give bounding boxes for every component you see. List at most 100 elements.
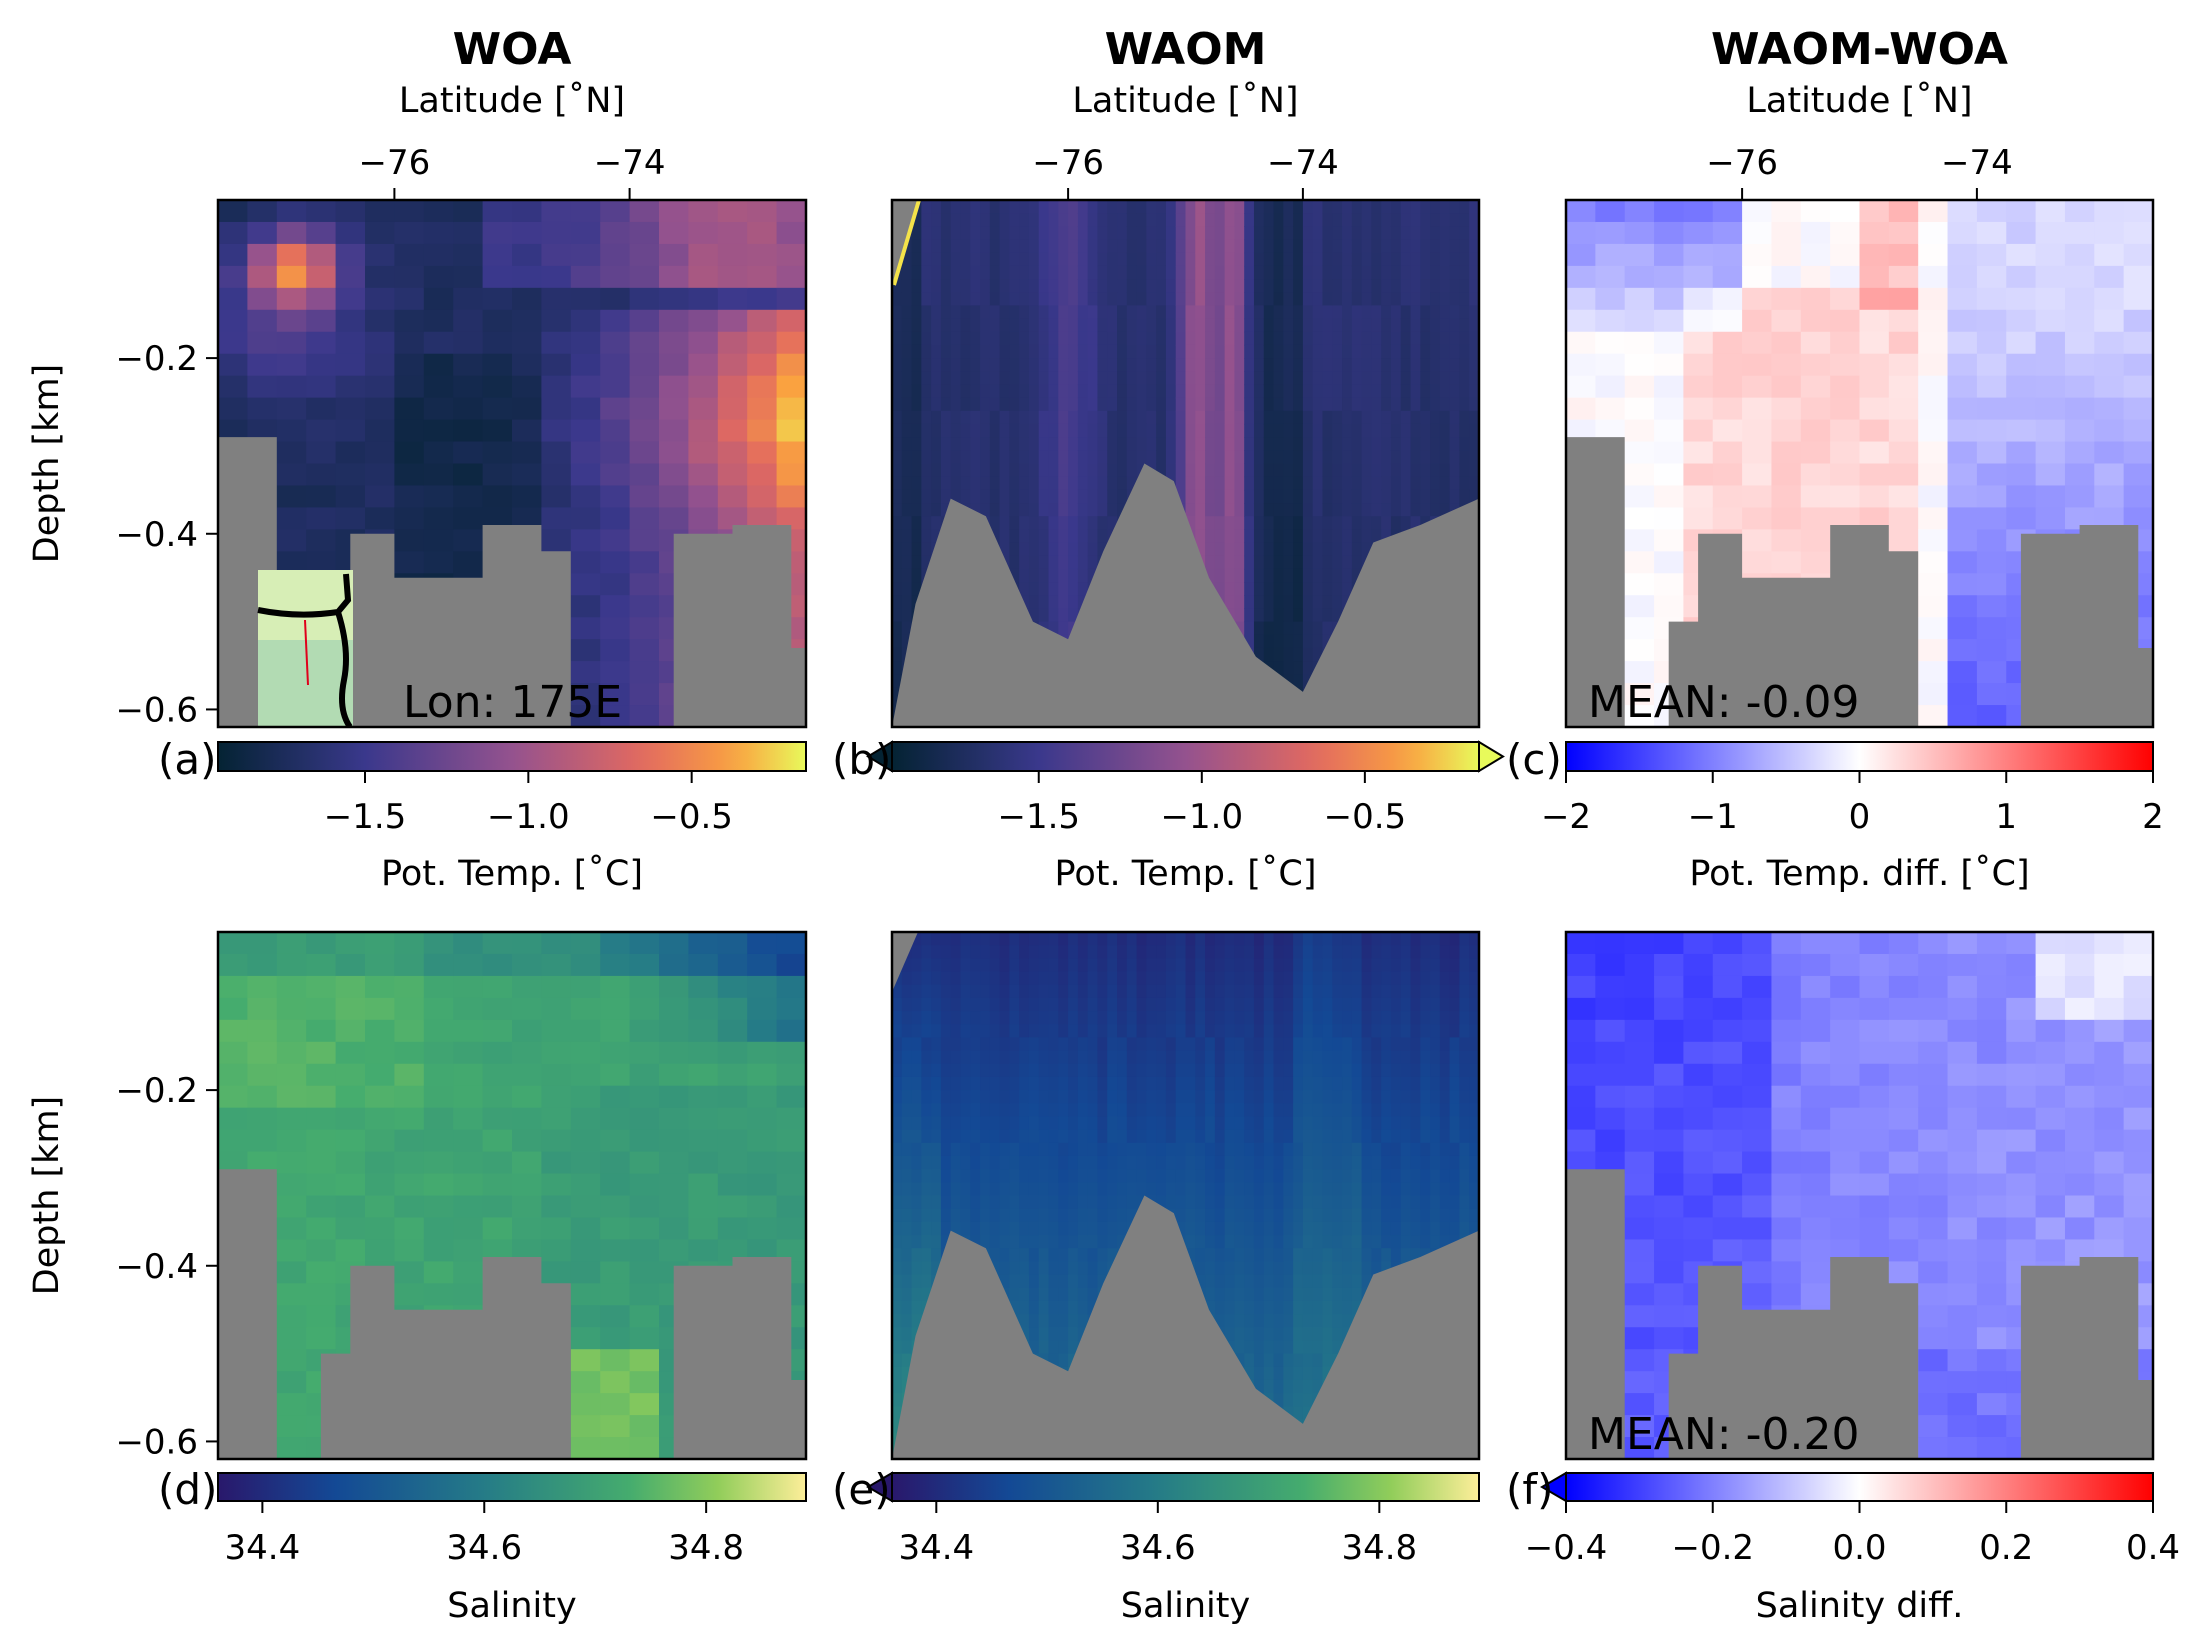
heatmap-cell [541, 1064, 571, 1087]
heatmap-cell [1195, 464, 1205, 478]
heatmap-cell [941, 200, 951, 214]
heatmap-cell [1176, 464, 1186, 478]
heatmap-cell [1352, 529, 1362, 543]
heatmap-cell [1205, 450, 1215, 464]
heatmap-cell [1948, 705, 1978, 728]
heatmap-cell [453, 932, 483, 955]
heatmap-cell [1127, 240, 1137, 254]
heatmap-cell [659, 222, 689, 245]
heatmap-cell [1713, 354, 1743, 377]
heatmap-cell [1117, 1156, 1127, 1170]
heatmap-cell [1225, 279, 1235, 293]
heatmap-cell [1459, 411, 1469, 425]
heatmap-cell [336, 976, 366, 999]
heatmap-cell [336, 1196, 366, 1219]
heatmap-cell [1430, 345, 1440, 359]
heatmap-cell [990, 200, 1000, 214]
heatmap-cell [912, 398, 922, 412]
heatmap-cell [2065, 376, 2095, 399]
heatmap-cell [1205, 371, 1215, 385]
heatmap-cell [1625, 398, 1655, 421]
heatmap-cell [1625, 529, 1655, 552]
heatmap-cell [747, 420, 777, 443]
heatmap-cell [1274, 490, 1284, 504]
heatmap-cell [336, 507, 366, 530]
heatmap-cell [659, 1064, 689, 1087]
heatmap-cell [1254, 213, 1264, 227]
heatmap-cell [1234, 464, 1244, 478]
heatmap-cell [600, 1086, 630, 1109]
heatmap-cell [1948, 595, 1978, 618]
heatmap-cell [1322, 569, 1332, 583]
heatmap-cell [1918, 332, 1948, 355]
heatmap-cell [1225, 240, 1235, 254]
heatmap-cell [1137, 1103, 1147, 1117]
top-tick-label: −74 [1267, 143, 1339, 183]
heatmap-cell [892, 1077, 902, 1091]
heatmap-cell [980, 398, 990, 412]
heatmap-cell [1889, 354, 1919, 377]
heatmap-cell [1146, 450, 1156, 464]
heatmap-cell [1097, 1143, 1107, 1157]
heatmap-cell [902, 292, 912, 306]
heatmap-cell [512, 1020, 542, 1043]
heatmap-cell [1450, 490, 1460, 504]
heatmap-cell [960, 424, 970, 438]
heatmap-cell [1019, 582, 1029, 596]
heatmap-cell [2094, 398, 2124, 421]
heatmap-cell [1713, 288, 1743, 311]
heatmap-cell [1205, 266, 1215, 280]
heatmap-cell [2065, 442, 2095, 465]
heatmap-cell [1303, 424, 1313, 438]
heatmap-cell [902, 972, 912, 986]
heatmap-cell [600, 1042, 630, 1065]
heatmap-cell [541, 1086, 571, 1109]
heatmap-cell [718, 954, 748, 977]
heatmap-cell [600, 310, 630, 333]
heatmap-cell [1049, 958, 1059, 972]
heatmap-cell [1088, 1248, 1098, 1262]
heatmap-cell [1948, 376, 1978, 399]
heatmap-cell [1313, 450, 1323, 464]
heatmap-cell [571, 1108, 601, 1131]
heatmap-cell [1225, 569, 1235, 583]
heatmap-cell [1215, 332, 1225, 346]
heatmap-cell [1107, 998, 1117, 1012]
heatmap-cell [1088, 1222, 1098, 1236]
heatmap-cell [892, 1235, 902, 1249]
heatmap-cell [1195, 200, 1205, 214]
heatmap-cell [1274, 319, 1284, 333]
heatmap-cell [1000, 1222, 1010, 1236]
heatmap-cell [1889, 266, 1919, 289]
heatmap-cell [1420, 490, 1430, 504]
heatmap-cell [1450, 384, 1460, 398]
heatmap-cell [1039, 464, 1049, 478]
heatmap-cell [1146, 1051, 1156, 1065]
heatmap-cell [1068, 569, 1078, 583]
heatmap-cell [1683, 354, 1713, 377]
heatmap-cell [1078, 1077, 1088, 1091]
heatmap-cell [892, 1196, 902, 1210]
heatmap-cell [1166, 226, 1176, 240]
heatmap-cell [630, 1108, 660, 1131]
heatmap-cell [1860, 244, 1890, 267]
heatmap-cell [1332, 477, 1342, 491]
heatmap-cell [1058, 253, 1068, 267]
heatmap-cell [990, 464, 1000, 478]
heatmap-cell [1654, 529, 1684, 552]
heatmap-cell [1137, 266, 1147, 280]
heatmap-cell [1107, 213, 1117, 227]
heatmap-cell [659, 420, 689, 443]
heatmap-cell [600, 1064, 630, 1087]
heatmap-cell [747, 376, 777, 399]
heatmap-cell [1371, 424, 1381, 438]
heatmap-cell [1225, 477, 1235, 491]
heatmap-cell [970, 240, 980, 254]
heatmap-cell [1283, 464, 1293, 478]
heatmap-cell [453, 529, 483, 552]
heatmap-cell [1097, 358, 1107, 372]
heatmap-cell [1117, 972, 1127, 986]
heatmap-cell [1283, 345, 1293, 359]
heatmap-cell [1254, 556, 1264, 570]
heatmap-cell [960, 305, 970, 319]
